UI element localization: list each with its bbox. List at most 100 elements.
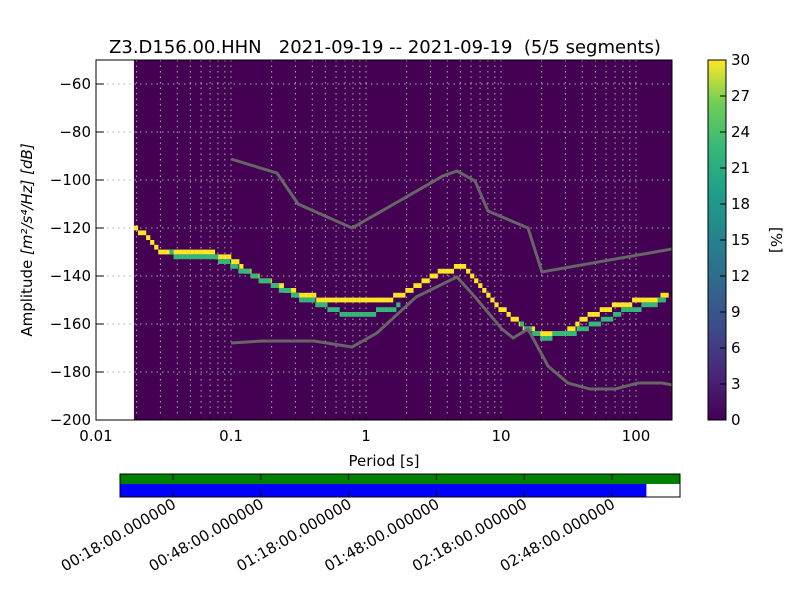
y-tick-label: −160: [50, 315, 91, 333]
density-cell: [227, 254, 232, 260]
density-cell: [230, 264, 235, 269]
density-cell: [254, 273, 259, 279]
density-cell: [234, 264, 239, 269]
density-cell: [519, 321, 525, 327]
density-cell: [319, 302, 324, 308]
density-cell: [441, 268, 446, 274]
density-cell: [311, 297, 316, 303]
density-cell: [231, 259, 236, 264]
density-cell: [371, 312, 377, 317]
density-cell: [294, 292, 300, 298]
density-cell: [186, 249, 191, 255]
density-cell: [262, 278, 267, 284]
density-cell: [576, 326, 581, 332]
density-cell: [304, 292, 309, 298]
density-cell: [137, 230, 143, 236]
density-cell: [315, 302, 320, 308]
density-cell: [615, 302, 621, 308]
nlnm-curve: [230, 275, 672, 391]
density-cell: [367, 312, 373, 317]
density-cell: [223, 254, 228, 260]
coverage-frame: [119, 473, 681, 498]
density-cell: [266, 278, 271, 284]
density-cell: [568, 331, 573, 336]
density-cell: [542, 331, 548, 336]
density-cell: [664, 292, 669, 298]
density-cell: [482, 288, 487, 293]
density-cell: [193, 254, 198, 260]
density-cell: [591, 312, 596, 317]
data-coverage-bar: [120, 474, 680, 484]
density-cell: [453, 264, 459, 269]
density-cell: [162, 249, 167, 255]
density-cell: [307, 297, 312, 303]
density-cell: [235, 259, 240, 264]
density-cell: [360, 297, 365, 303]
y-tick-label: −120: [50, 219, 91, 237]
density-cell: [547, 331, 552, 336]
density-cell: [380, 307, 385, 312]
density-cell: [580, 326, 585, 332]
density-cell: [198, 249, 203, 255]
density-cell: [205, 254, 211, 260]
density-cell: [575, 321, 580, 327]
density-cell: [564, 331, 569, 336]
density-cell: [327, 307, 332, 312]
density-cell: [567, 326, 572, 332]
density-cell: [486, 292, 491, 298]
density-cell: [376, 297, 382, 303]
density-cell: [351, 312, 356, 317]
density-cell: [437, 268, 442, 274]
density-cell: [384, 307, 389, 312]
density-cell: [629, 307, 634, 312]
nhnm-curve: [230, 157, 672, 274]
x-tick-label: 100: [622, 427, 651, 445]
density-cell: [560, 331, 565, 336]
density-cell: [210, 249, 216, 255]
density-cell: [331, 307, 336, 312]
density-cell: [572, 331, 577, 336]
density-cell: [177, 254, 182, 260]
density-cell: [355, 312, 360, 317]
density-cell: [274, 283, 279, 288]
density-cell: [530, 326, 536, 332]
density-cell: [270, 283, 275, 288]
density-cell: [335, 307, 340, 312]
density-cell: [413, 283, 418, 288]
density-cell: [246, 268, 251, 274]
density-cell: [640, 297, 645, 303]
density-cell: [636, 297, 641, 303]
density-cell: [142, 230, 147, 236]
density-cell: [641, 302, 646, 308]
density-cell: [347, 312, 352, 317]
density-cell: [457, 264, 463, 269]
density-cell: [405, 288, 410, 293]
chart-title: Z3.D156.00.HHN 2021-09-19 -- 2021-09-19 …: [109, 37, 661, 58]
density-cell: [282, 288, 288, 293]
density-cell: [592, 321, 597, 327]
density-cell: [197, 254, 202, 260]
density-cell: [182, 249, 187, 255]
density-cell: [290, 292, 296, 298]
density-background: [133, 60, 672, 420]
density-cell: [181, 254, 186, 260]
density-cell: [393, 292, 398, 298]
density-cell: [478, 283, 483, 288]
density-cell: [392, 307, 397, 312]
density-cell: [498, 307, 503, 312]
x-tick-label: 0.1: [219, 427, 243, 445]
density-cell: [611, 302, 617, 308]
density-cell: [514, 316, 519, 322]
density-cell: [363, 312, 369, 317]
density-cell: [461, 264, 467, 269]
density-cell: [649, 302, 654, 308]
density-cell: [600, 316, 606, 322]
density-cell: [540, 336, 545, 341]
density-cell: [633, 307, 638, 312]
plot-frame: [95, 59, 673, 421]
density-cell: [150, 240, 155, 245]
density-cell: [661, 297, 666, 303]
colorbar-tick-label: 6: [731, 339, 741, 357]
density-cell: [502, 307, 507, 312]
